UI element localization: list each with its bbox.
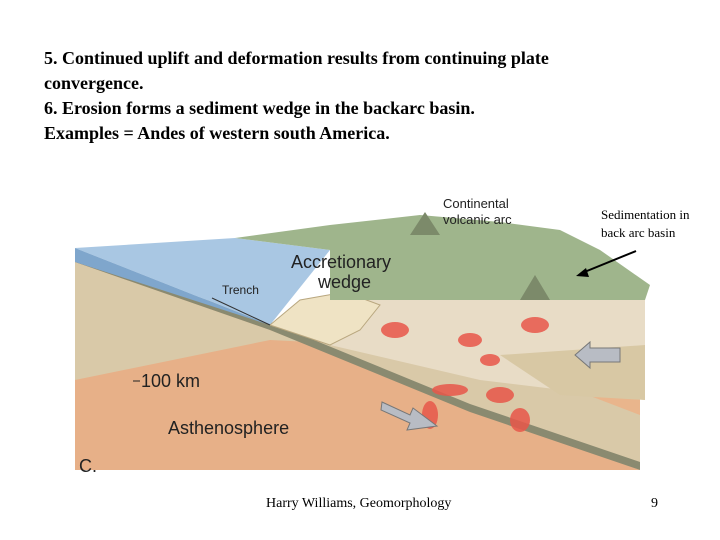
annotation-arrow [581, 250, 637, 274]
label: C. [79, 456, 97, 476]
text-line: convergence. [44, 73, 144, 93]
wedge [268, 291, 381, 346]
volcano [520, 275, 550, 300]
annotation-line: back arc basin [601, 225, 676, 240]
label: Continental [443, 196, 509, 211]
label: Accretionary [291, 252, 391, 272]
text-line: Examples = Andes of western south Americ… [44, 123, 390, 143]
label: Trench [222, 283, 259, 297]
arrowhead [576, 268, 589, 277]
volcano [410, 212, 440, 235]
magma [381, 317, 549, 432]
annotation: Sedimentation in back arc basin [601, 206, 689, 242]
annotation-line: Sedimentation in [601, 207, 690, 222]
oceanic-crust [75, 254, 640, 470]
leader [211, 297, 271, 326]
text-line: 5. Continued uplift and deformation resu… [44, 48, 549, 68]
label: 100 km [141, 371, 200, 391]
ocean [75, 238, 330, 325]
footer-author: Harry Williams, Geomorphology [266, 496, 452, 511]
page-number: 9 [651, 496, 658, 511]
label: volcanic arc [443, 212, 512, 227]
text-line: 6. Erosion forms a sediment wedge in the… [44, 98, 475, 118]
arrow [574, 340, 621, 370]
land [235, 215, 650, 300]
asthenosphere-front [75, 250, 640, 470]
ocean-front [75, 248, 270, 325]
arrow [380, 401, 439, 431]
label: Asthenosphere [168, 418, 289, 438]
label: wedge [317, 272, 371, 292]
